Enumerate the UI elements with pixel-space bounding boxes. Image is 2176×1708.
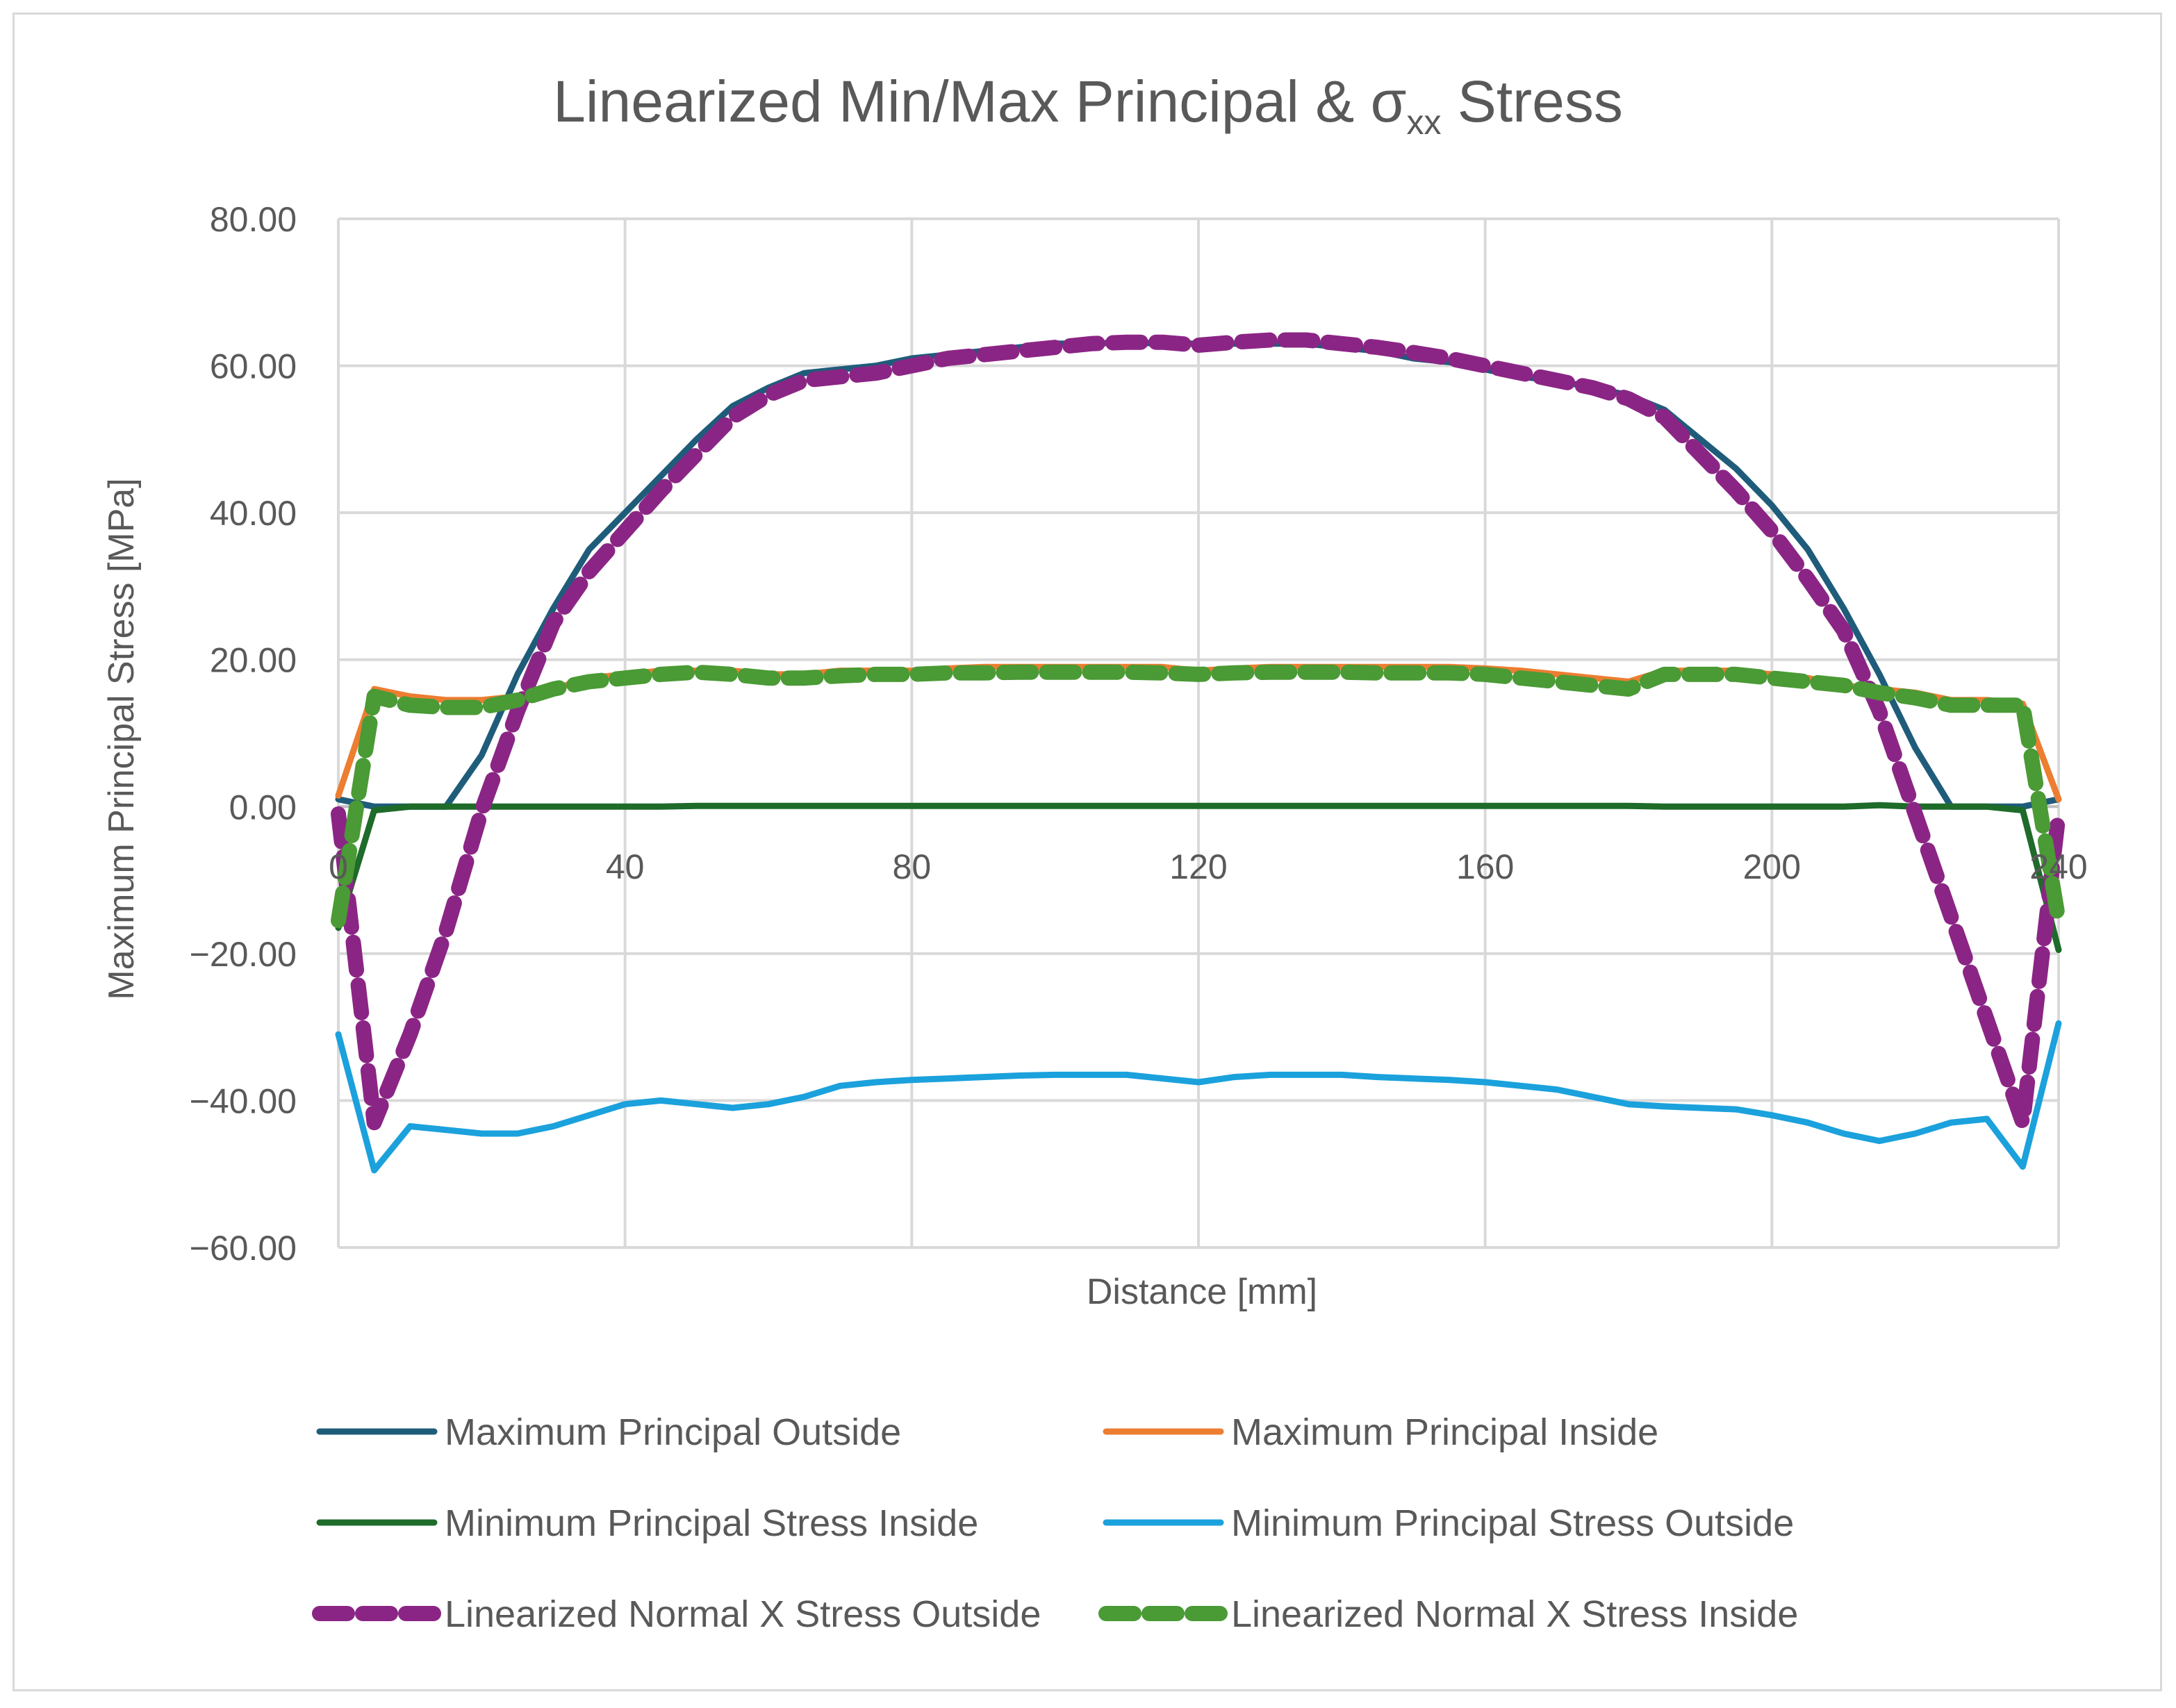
chart-frame (13, 13, 2162, 1691)
x-tick-label: 200 (1743, 847, 1801, 886)
y-tick-label: 40.00 (210, 494, 297, 533)
chart-title-tail: Stress (1441, 69, 1622, 134)
legend-label: Minimum Principal Stress Outside (1231, 1502, 1794, 1544)
series-line-minimum-principal-stress-outside (335, 1020, 2062, 1174)
y-tick-label: 20.00 (210, 641, 297, 680)
legend: Maximum Principal Outside Maximum Princip… (312, 1411, 1798, 1635)
legend-item: Minimum Principal Stress Inside (316, 1502, 978, 1544)
legend-item: Maximum Principal Inside (1103, 1411, 1658, 1453)
legend-item: Linearized Normal X Stress Inside (1098, 1593, 1798, 1635)
y-tick-label: 60.00 (210, 347, 297, 386)
x-tick-label: 160 (1456, 847, 1514, 886)
y-tick-label: −40.00 (190, 1081, 297, 1120)
x-tick-label: 80 (893, 847, 932, 886)
grid-layer (337, 217, 2060, 1249)
legend-item: Linearized Normal X Stress Outside (312, 1593, 1041, 1635)
legend-item: Maximum Principal Outside (316, 1411, 901, 1453)
series-line-linearized-normal-x-stress-outside (331, 332, 2066, 1131)
legend-label: Minimum Principal Stress Inside (445, 1502, 978, 1544)
y-tick-label: 80.00 (210, 200, 297, 239)
y-tick-label: 0.00 (229, 788, 297, 827)
series-line-minimum-principal-stress-inside (335, 802, 2062, 954)
legend-item: Minimum Principal Stress Outside (1103, 1502, 1794, 1544)
y-tick-labels: 80.00 60.00 40.00 20.00 0.00 −20.00 −40.00 −60.… (190, 200, 297, 1268)
y-tick-label: −20.00 (190, 935, 297, 974)
legend-label: Linearized Normal X Stress Outside (445, 1593, 1041, 1635)
y-tick-label: −60.00 (190, 1229, 297, 1268)
legend-label: Maximum Principal Inside (1231, 1411, 1658, 1453)
x-axis-title: Distance [mm] (1087, 1272, 1317, 1312)
chart-title-subscript: xx (1406, 103, 1441, 142)
x-tick-labels: 0 40 80 120 160 200 240 (329, 847, 2088, 886)
series-line-linearized-normal-x-stress-inside (331, 664, 2066, 929)
chart-title: Linearized Min/Max Principal & σxx Stres… (553, 69, 1623, 142)
legend-label: Maximum Principal Outside (445, 1411, 901, 1453)
x-tick-label: 40 (606, 847, 645, 886)
legend-label: Linearized Normal X Stress Inside (1231, 1593, 1798, 1635)
x-tick-label: 240 (2029, 847, 2087, 886)
x-tick-label: 0 (329, 847, 348, 886)
chart-title-main: Linearized Min/Max Principal & σ (553, 69, 1406, 134)
x-tick-label: 120 (1169, 847, 1227, 886)
y-axis-title: Maximum Principal Stress [MPa] (101, 478, 142, 1000)
series-layer (331, 332, 2066, 1174)
